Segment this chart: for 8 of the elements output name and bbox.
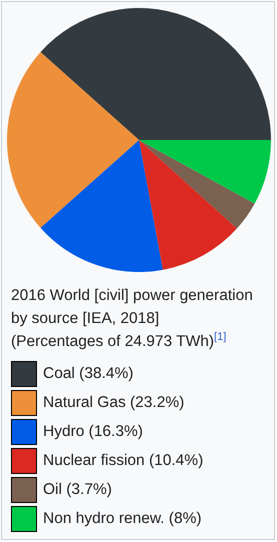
legend-label: Coal (38.4%)	[43, 364, 134, 382]
legend-label: Non hydro renew. (8%)	[43, 510, 202, 528]
legend-label: Oil (3.7%)	[43, 480, 112, 498]
legend-label: Natural Gas (23.2%)	[43, 394, 184, 412]
text: 2016 World [civil] power generation by source [IEA, 2018]	[11, 286, 254, 329]
text: (Percentages of 24.973 TWh)$^{[1]}$	[11, 330, 228, 352]
legend-label: Nuclear fission (10.4%)	[43, 452, 204, 470]
legend-label: Hydro (16.3%)	[43, 422, 143, 440]
